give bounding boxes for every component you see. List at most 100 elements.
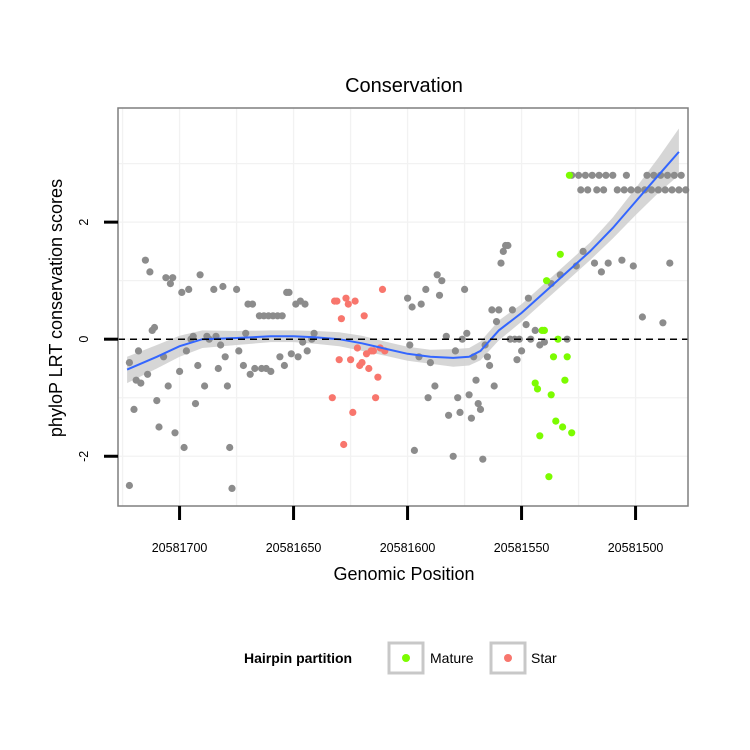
- x-axis-title: Genomic Position: [333, 564, 474, 584]
- point-other: [618, 256, 626, 264]
- point-other: [622, 171, 631, 179]
- point-other: [137, 379, 145, 387]
- point-other: [276, 353, 284, 361]
- point-other: [504, 241, 512, 250]
- point-other: [141, 256, 149, 264]
- point-other: [643, 171, 651, 179]
- point-star: [340, 440, 348, 449]
- point-other: [417, 300, 425, 308]
- point-other: [486, 361, 494, 370]
- point-other: [627, 186, 635, 194]
- point-other: [467, 414, 475, 422]
- point-other: [404, 294, 412, 302]
- point-mature: [561, 376, 569, 384]
- point-mature: [543, 277, 551, 285]
- point-other: [176, 367, 184, 375]
- point-star: [360, 312, 368, 320]
- point-other: [463, 329, 471, 337]
- point-star: [378, 285, 387, 293]
- point-other: [442, 332, 450, 340]
- point-other: [497, 259, 505, 267]
- point-other: [223, 382, 231, 390]
- point-other: [242, 329, 250, 337]
- point-other: [609, 171, 617, 179]
- point-other: [210, 285, 218, 293]
- point-star: [347, 356, 355, 364]
- point-other: [125, 481, 133, 490]
- point-other: [458, 335, 466, 343]
- point-other: [219, 282, 227, 291]
- point-other: [144, 370, 152, 378]
- point-other: [449, 452, 457, 460]
- point-other: [185, 285, 193, 293]
- legend-dot-star: [504, 654, 512, 662]
- point-mature: [554, 335, 562, 343]
- point-mature: [540, 326, 549, 334]
- plot-border: [117, 107, 689, 507]
- point-other: [638, 313, 647, 321]
- point-star: [369, 347, 377, 355]
- point-other: [492, 318, 501, 326]
- point-mature: [545, 473, 553, 481]
- legend-label-star: Star: [531, 650, 557, 666]
- point-star: [349, 408, 357, 416]
- point-other: [191, 400, 200, 408]
- point-star: [365, 364, 373, 373]
- point-mature: [533, 385, 542, 393]
- point-other: [668, 186, 676, 194]
- point-other: [518, 347, 526, 355]
- point-other: [153, 397, 161, 405]
- point-other: [495, 306, 503, 314]
- legend-dot-mature: [402, 654, 410, 662]
- point-other: [150, 323, 159, 332]
- point-mature: [552, 417, 560, 425]
- point-other: [422, 285, 430, 293]
- point-other: [593, 186, 601, 194]
- point-mature: [565, 171, 574, 179]
- point-other: [476, 405, 485, 413]
- point-other: [221, 353, 229, 361]
- point-other: [287, 350, 295, 358]
- point-mature: [568, 429, 576, 437]
- x-tick-label: 20581500: [608, 541, 664, 555]
- legend-title: Hairpin partition: [244, 650, 352, 666]
- point-other: [280, 361, 288, 370]
- point-star: [353, 344, 361, 352]
- point-other: [597, 268, 606, 276]
- x-tick-label: 20581700: [152, 541, 208, 555]
- point-other: [246, 370, 254, 378]
- point-other: [294, 353, 302, 361]
- point-other: [577, 186, 585, 194]
- point-other: [581, 171, 590, 179]
- x-tick-label: 20581550: [494, 541, 550, 555]
- point-other: [584, 186, 592, 194]
- point-other: [408, 303, 416, 311]
- point-other: [670, 171, 678, 179]
- point-other: [474, 400, 482, 408]
- point-other: [663, 171, 672, 179]
- point-other: [164, 382, 172, 390]
- point-other: [235, 347, 243, 355]
- point-mature: [563, 353, 571, 361]
- point-mature: [559, 423, 567, 431]
- point-other: [435, 291, 444, 299]
- y-axis: -2 0 2: [77, 219, 118, 462]
- point-other: [424, 394, 432, 402]
- point-other: [155, 423, 163, 431]
- point-star: [344, 300, 352, 308]
- point-star: [335, 356, 343, 364]
- point-other: [267, 367, 275, 375]
- point-other: [438, 277, 446, 285]
- point-star: [333, 297, 341, 305]
- point-other: [465, 391, 473, 399]
- point-other: [461, 285, 469, 293]
- point-other: [146, 268, 154, 276]
- point-other: [675, 186, 683, 194]
- point-other: [575, 171, 583, 179]
- point-other: [659, 319, 667, 327]
- y-axis-title: phyloP LRT conservation scores: [46, 179, 66, 437]
- point-other: [613, 186, 621, 194]
- point-other: [588, 171, 596, 179]
- point-other: [134, 347, 143, 355]
- point-other: [310, 329, 318, 337]
